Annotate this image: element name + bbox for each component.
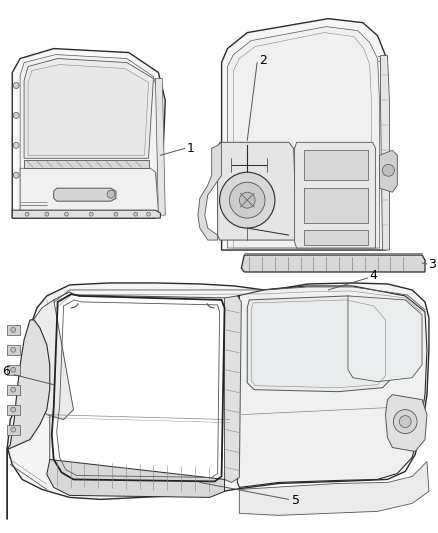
Polygon shape [241, 255, 425, 272]
Circle shape [393, 410, 417, 433]
Circle shape [89, 212, 93, 216]
Polygon shape [7, 425, 20, 434]
Circle shape [11, 407, 16, 412]
Polygon shape [380, 150, 397, 192]
Polygon shape [7, 320, 50, 449]
Text: 1: 1 [187, 142, 195, 155]
Polygon shape [28, 64, 148, 155]
Polygon shape [30, 300, 74, 419]
Polygon shape [12, 49, 165, 218]
Circle shape [11, 367, 16, 372]
Circle shape [11, 427, 16, 432]
Polygon shape [7, 325, 20, 335]
Circle shape [45, 212, 49, 216]
Polygon shape [12, 210, 160, 218]
Polygon shape [7, 283, 429, 519]
Circle shape [239, 192, 255, 208]
Polygon shape [7, 365, 20, 375]
Polygon shape [155, 78, 165, 215]
Circle shape [230, 182, 265, 218]
Polygon shape [247, 296, 392, 392]
Text: 2: 2 [259, 54, 267, 67]
Polygon shape [237, 286, 427, 487]
Polygon shape [24, 160, 148, 168]
Circle shape [11, 327, 16, 333]
Circle shape [147, 212, 151, 216]
Circle shape [11, 348, 16, 352]
Circle shape [25, 212, 29, 216]
Circle shape [114, 212, 118, 216]
Circle shape [382, 164, 394, 176]
Text: 6: 6 [2, 365, 10, 378]
Circle shape [13, 172, 19, 178]
Polygon shape [385, 394, 427, 451]
Polygon shape [47, 459, 225, 497]
Polygon shape [348, 296, 422, 382]
Circle shape [13, 112, 19, 118]
Circle shape [107, 190, 115, 198]
Polygon shape [7, 405, 20, 415]
Polygon shape [54, 188, 116, 201]
Polygon shape [198, 142, 222, 240]
Polygon shape [20, 54, 160, 215]
Text: 5: 5 [292, 494, 300, 507]
Polygon shape [239, 462, 429, 515]
Circle shape [219, 172, 275, 228]
Polygon shape [225, 296, 241, 482]
Polygon shape [304, 230, 368, 245]
Polygon shape [218, 142, 297, 240]
Polygon shape [381, 55, 389, 250]
Polygon shape [24, 59, 153, 158]
Circle shape [11, 387, 16, 392]
Circle shape [399, 416, 411, 427]
Text: 3: 3 [428, 257, 436, 271]
Text: 4: 4 [370, 270, 378, 282]
Circle shape [64, 212, 68, 216]
Circle shape [13, 142, 19, 148]
Polygon shape [222, 19, 388, 250]
Circle shape [134, 212, 138, 216]
Polygon shape [20, 168, 159, 215]
Polygon shape [304, 188, 368, 223]
Polygon shape [7, 385, 20, 394]
Polygon shape [50, 292, 227, 484]
Polygon shape [227, 27, 380, 248]
Polygon shape [295, 142, 376, 248]
Polygon shape [7, 345, 20, 355]
Circle shape [13, 83, 19, 88]
Polygon shape [304, 150, 368, 180]
